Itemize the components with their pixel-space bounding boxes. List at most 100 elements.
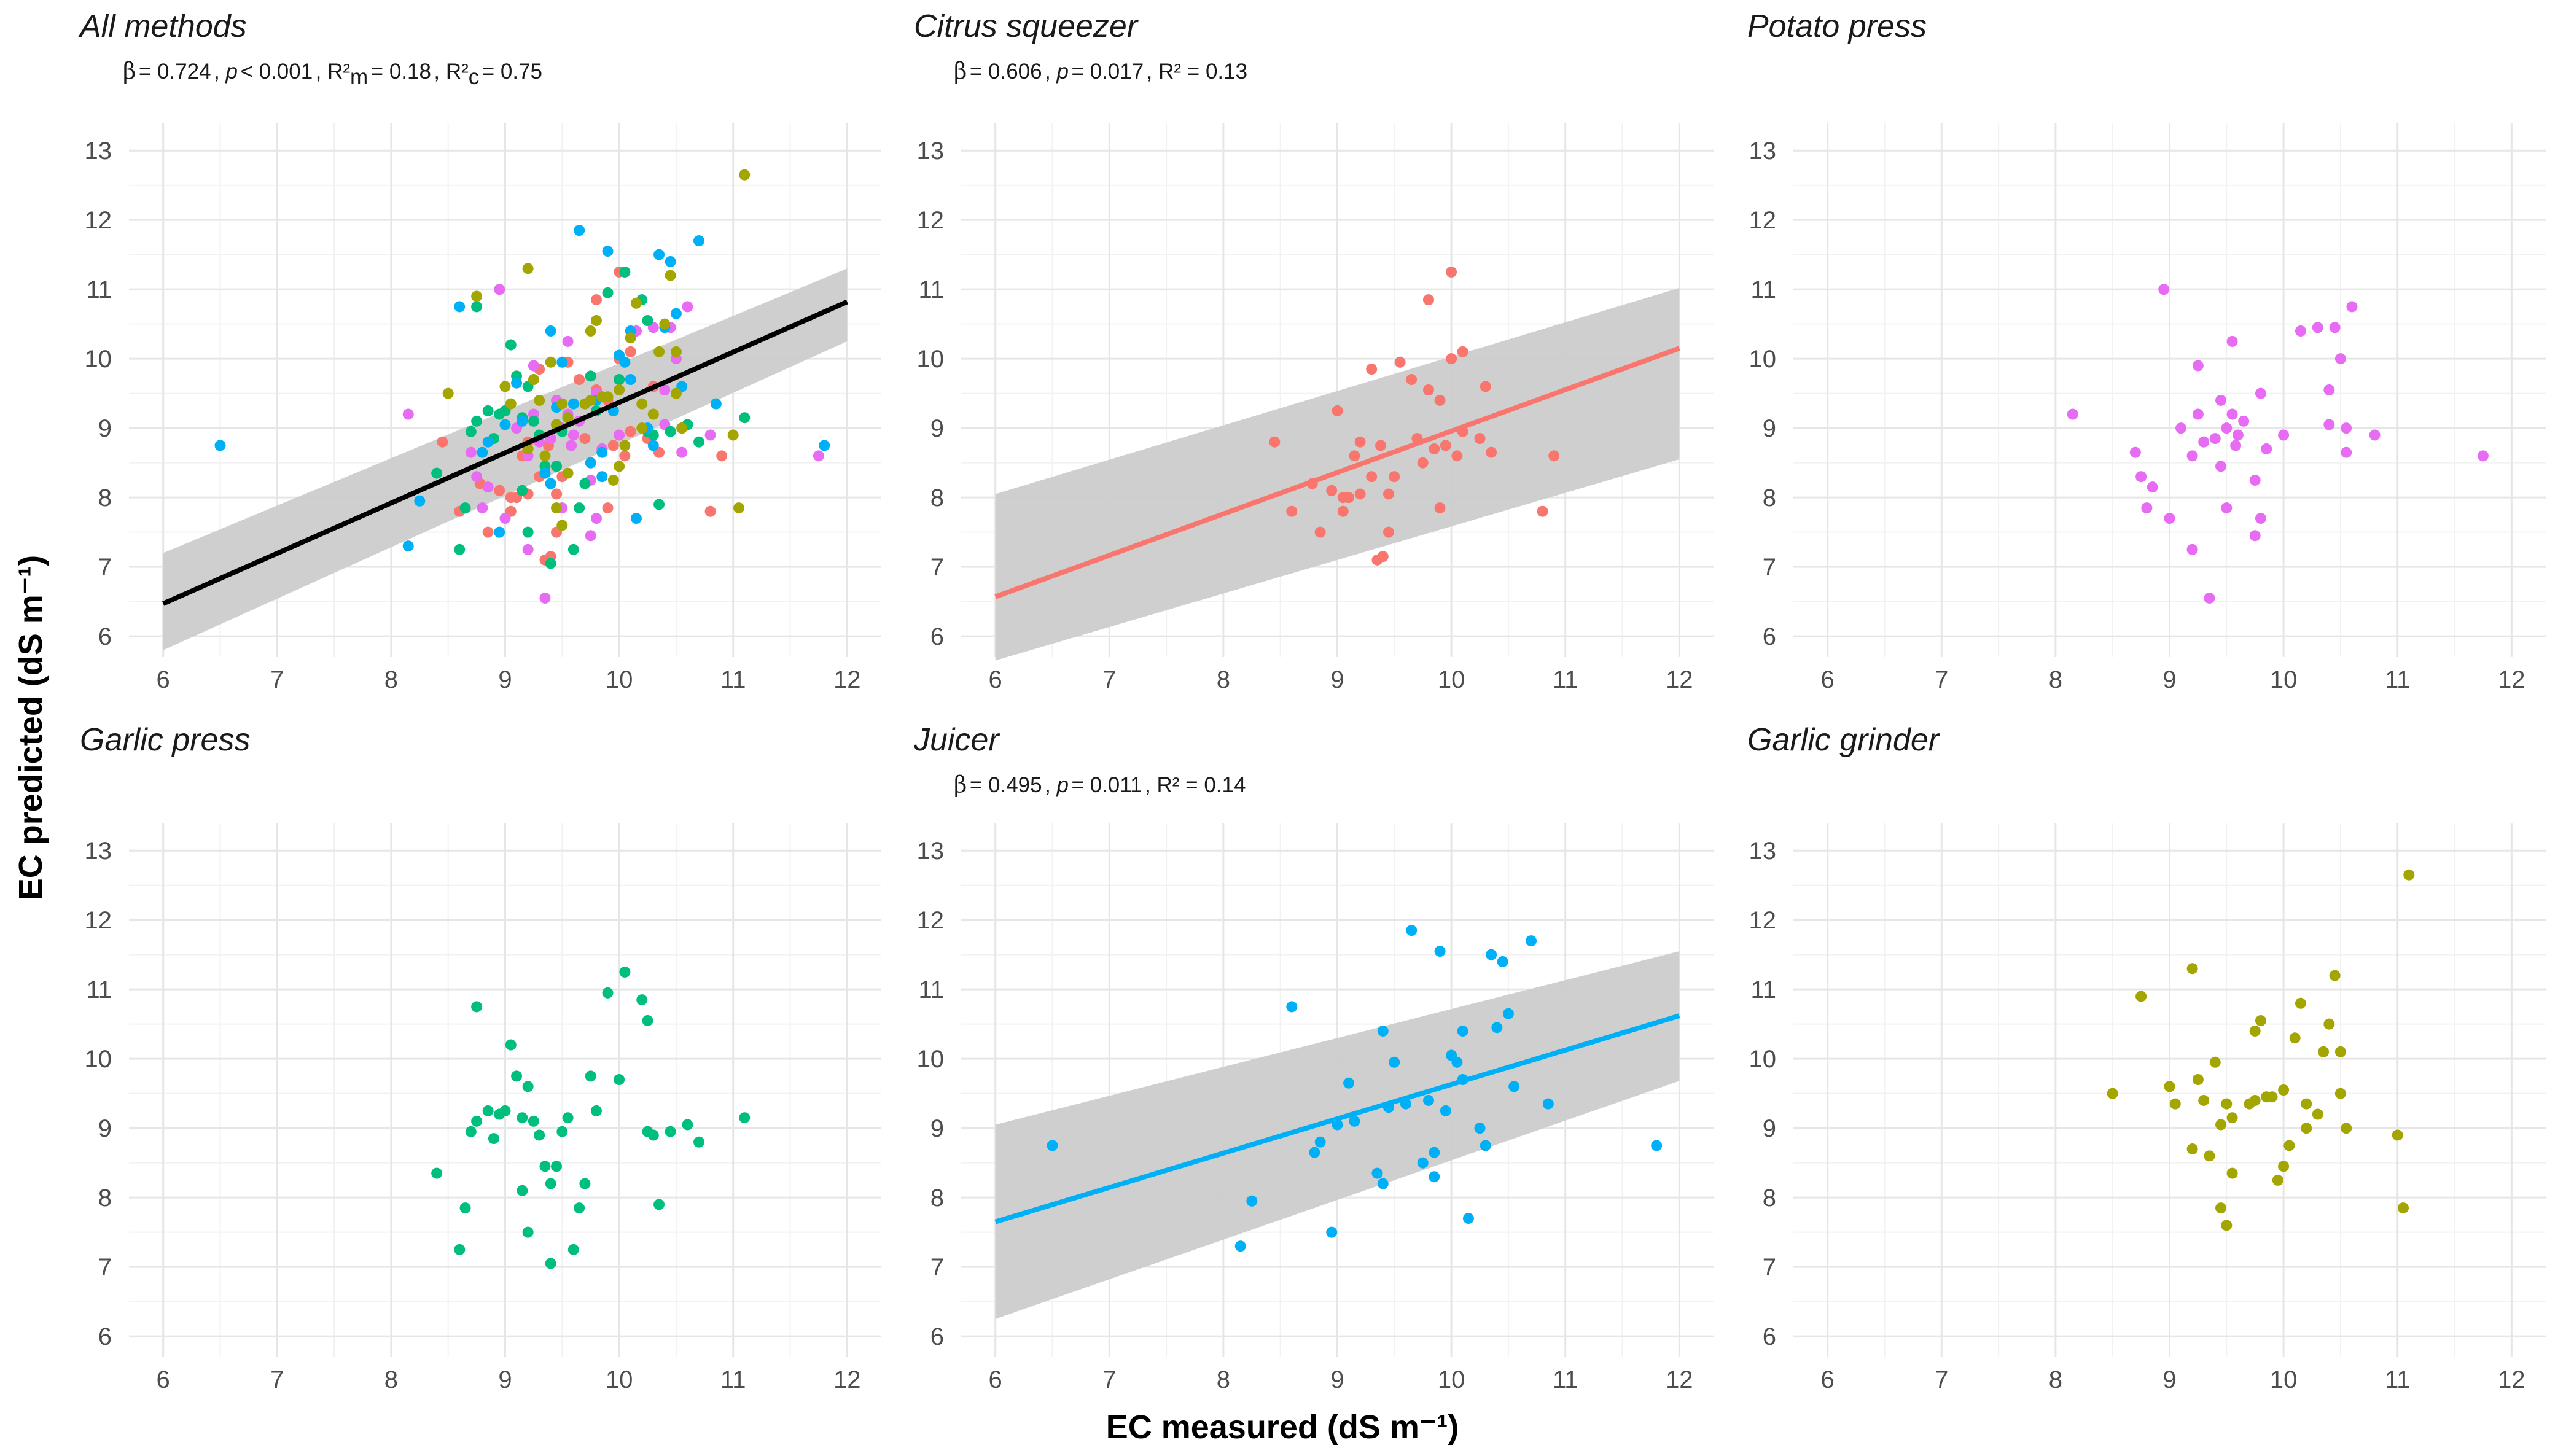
data-point (567, 543, 579, 555)
y-tick-label: 11 (1750, 276, 1776, 303)
data-point (2169, 1098, 2181, 1110)
data-point (659, 318, 671, 330)
x-tick-label: 9 (498, 666, 512, 693)
data-point (539, 467, 551, 479)
x-tick-label: 9 (1330, 1366, 1344, 1393)
data-point (813, 450, 824, 462)
data-point (465, 426, 477, 437)
data-point (2204, 1150, 2215, 1162)
data-point (1349, 1115, 1360, 1127)
data-point (574, 374, 585, 386)
data-point (505, 1039, 517, 1051)
x-tick-label: 9 (2162, 1366, 2176, 1393)
data-point (477, 446, 488, 458)
data-point (2226, 1167, 2238, 1179)
panel-juicer: Juicer β = 0.495 , p = 0.011 , R² = 0.14… (913, 722, 1714, 1393)
data-point (2129, 446, 2141, 458)
data-point (1480, 381, 1491, 392)
data-point (1429, 1171, 1440, 1183)
data-point (1429, 443, 1440, 455)
x-tick-label: 12 (2498, 1366, 2525, 1393)
data-point (534, 394, 545, 406)
data-point (499, 513, 511, 524)
data-point (574, 1202, 585, 1214)
y-tick-label: 8 (1763, 485, 1776, 512)
data-point (636, 422, 648, 434)
panel-garlic-press: Garlic press 6 7 8 9 10 11 12 6 7 8 9 10 11 12 13 (80, 722, 881, 1393)
data-point (636, 994, 648, 1006)
data-point (465, 1126, 477, 1137)
data-point (1332, 405, 1343, 416)
y-tick-label: 12 (917, 907, 945, 934)
data-point (2289, 1032, 2301, 1044)
data-point (2198, 436, 2210, 448)
data-point (1377, 551, 1389, 563)
data-point (607, 474, 619, 486)
data-point (1389, 471, 1400, 483)
data-point (579, 478, 591, 489)
data-point (1349, 450, 1360, 462)
data-point (630, 297, 642, 309)
y-tick-label: 6 (98, 1323, 112, 1350)
data-point (653, 346, 665, 357)
data-point (630, 513, 642, 524)
data-point (551, 461, 563, 472)
y-tick-label: 12 (1749, 207, 1777, 234)
data-point (1422, 384, 1434, 395)
x-tick-label: 10 (2270, 1366, 2298, 1393)
data-point (499, 1105, 511, 1116)
data-point (590, 294, 602, 306)
data-point (2209, 1056, 2221, 1068)
y-tick-label: 8 (98, 1185, 112, 1212)
data-point (522, 526, 534, 538)
data-point (545, 356, 556, 368)
data-point (704, 429, 716, 441)
data-point (477, 502, 488, 514)
panel-stats: β = 0.606 , p = 0.017 , R² = 0.13 (954, 58, 1247, 84)
data-point (2226, 335, 2238, 347)
data-point (1446, 266, 1457, 278)
data-point (2164, 513, 2175, 524)
data-point (602, 391, 614, 403)
data-point (2230, 440, 2242, 451)
data-point (1383, 526, 1395, 538)
data-point (2312, 322, 2323, 333)
y-tick-label: 12 (917, 207, 945, 234)
data-point (590, 513, 602, 524)
data-point (2283, 1140, 2295, 1151)
data-point (1366, 471, 1378, 483)
x-tick-label: 6 (989, 1366, 1002, 1393)
plot-area: 6 7 8 9 10 11 12 6 7 8 9 10 11 12 13 (1749, 123, 2546, 693)
data-point (653, 499, 665, 510)
data-point (2334, 353, 2346, 365)
data-point (670, 387, 682, 399)
data-point (676, 446, 688, 458)
regression-line (162, 299, 848, 606)
data-point (1434, 394, 1446, 406)
data-point (2192, 360, 2204, 372)
y-tick-label: 6 (930, 1323, 944, 1350)
data-point (579, 433, 591, 445)
data-point (2192, 1074, 2204, 1086)
data-point (739, 169, 751, 181)
regression-line (994, 346, 1680, 599)
data-point (2341, 1123, 2352, 1134)
data-point (2135, 471, 2147, 483)
y-tick-label: 9 (98, 1115, 112, 1142)
x-tick-label: 10 (606, 1366, 633, 1393)
data-point (437, 436, 448, 448)
y-tick-label: 7 (1763, 554, 1776, 581)
data-point (693, 235, 705, 247)
data-point (2249, 1025, 2261, 1037)
data-point (619, 266, 631, 278)
data-point (471, 1001, 483, 1013)
y-tick-label: 13 (1749, 838, 1777, 865)
data-point (545, 325, 556, 337)
data-point (1234, 1240, 1246, 1252)
data-point (2318, 1046, 2330, 1057)
x-axis-title: EC measured (dS m⁻¹) (1106, 1409, 1459, 1446)
data-point (1457, 1025, 1468, 1037)
data-point (454, 301, 466, 313)
data-point (414, 495, 426, 507)
data-point (2369, 429, 2381, 441)
